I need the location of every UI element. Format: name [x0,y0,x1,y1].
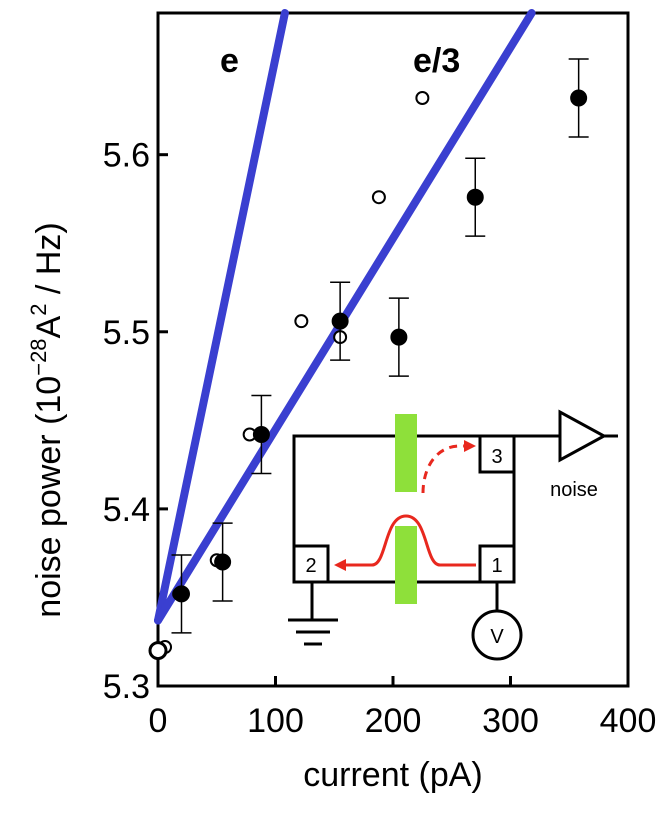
edge-current-arrowhead [334,559,346,571]
noise-label: noise [550,479,598,501]
filled-data-point [214,553,232,571]
open-data-point [294,314,309,329]
upper-gate [395,414,417,492]
y-tick-label: 5.3 [103,668,150,706]
edge-current-path [340,514,476,567]
inset-schematic: 2 1 3 noise V [288,409,618,661]
filled-data-point [570,89,588,107]
filled-data-point [148,641,168,661]
amplifier-triangle [558,409,608,463]
voltmeter-label: V [490,626,504,648]
backscatter-arrowhead [464,440,476,452]
x-tick-label: 200 [365,702,422,740]
series-label-e: e [220,42,239,80]
filled-data-point [252,426,270,444]
y-tick-label: 5.6 [103,137,150,175]
filled-data-point [466,188,484,206]
x-tick-label: 0 [149,702,168,740]
contact-2-box [292,544,330,584]
y-axis-title: noise power (10−28A2 / Hz) [26,222,68,617]
lower-gate [395,526,417,604]
contact-1-box [478,544,516,584]
series-line-e [154,9,289,625]
y-tick-label: 5.4 [103,491,150,529]
contact-3-label: 3 [491,446,502,468]
voltmeter-circle [471,609,523,661]
y-tick-label: 5.5 [103,314,150,352]
series-label-e3: e/3 [413,42,460,80]
x-tick-label: 400 [600,702,657,740]
contact-3-box [478,434,516,474]
contact-1-label: 1 [491,555,502,577]
backscatter-path [421,444,468,494]
open-data-point [371,190,386,205]
x-tick-label: 100 [247,702,304,740]
filled-data-point [390,328,408,346]
filled-data-point [331,312,349,330]
x-tick-label: 300 [482,702,539,740]
filled-data-point [173,585,190,603]
x-axis-title: current (pA) [303,756,483,794]
open-data-point [415,91,430,106]
plot-frame [156,11,630,688]
contact-2-label: 2 [305,555,316,577]
